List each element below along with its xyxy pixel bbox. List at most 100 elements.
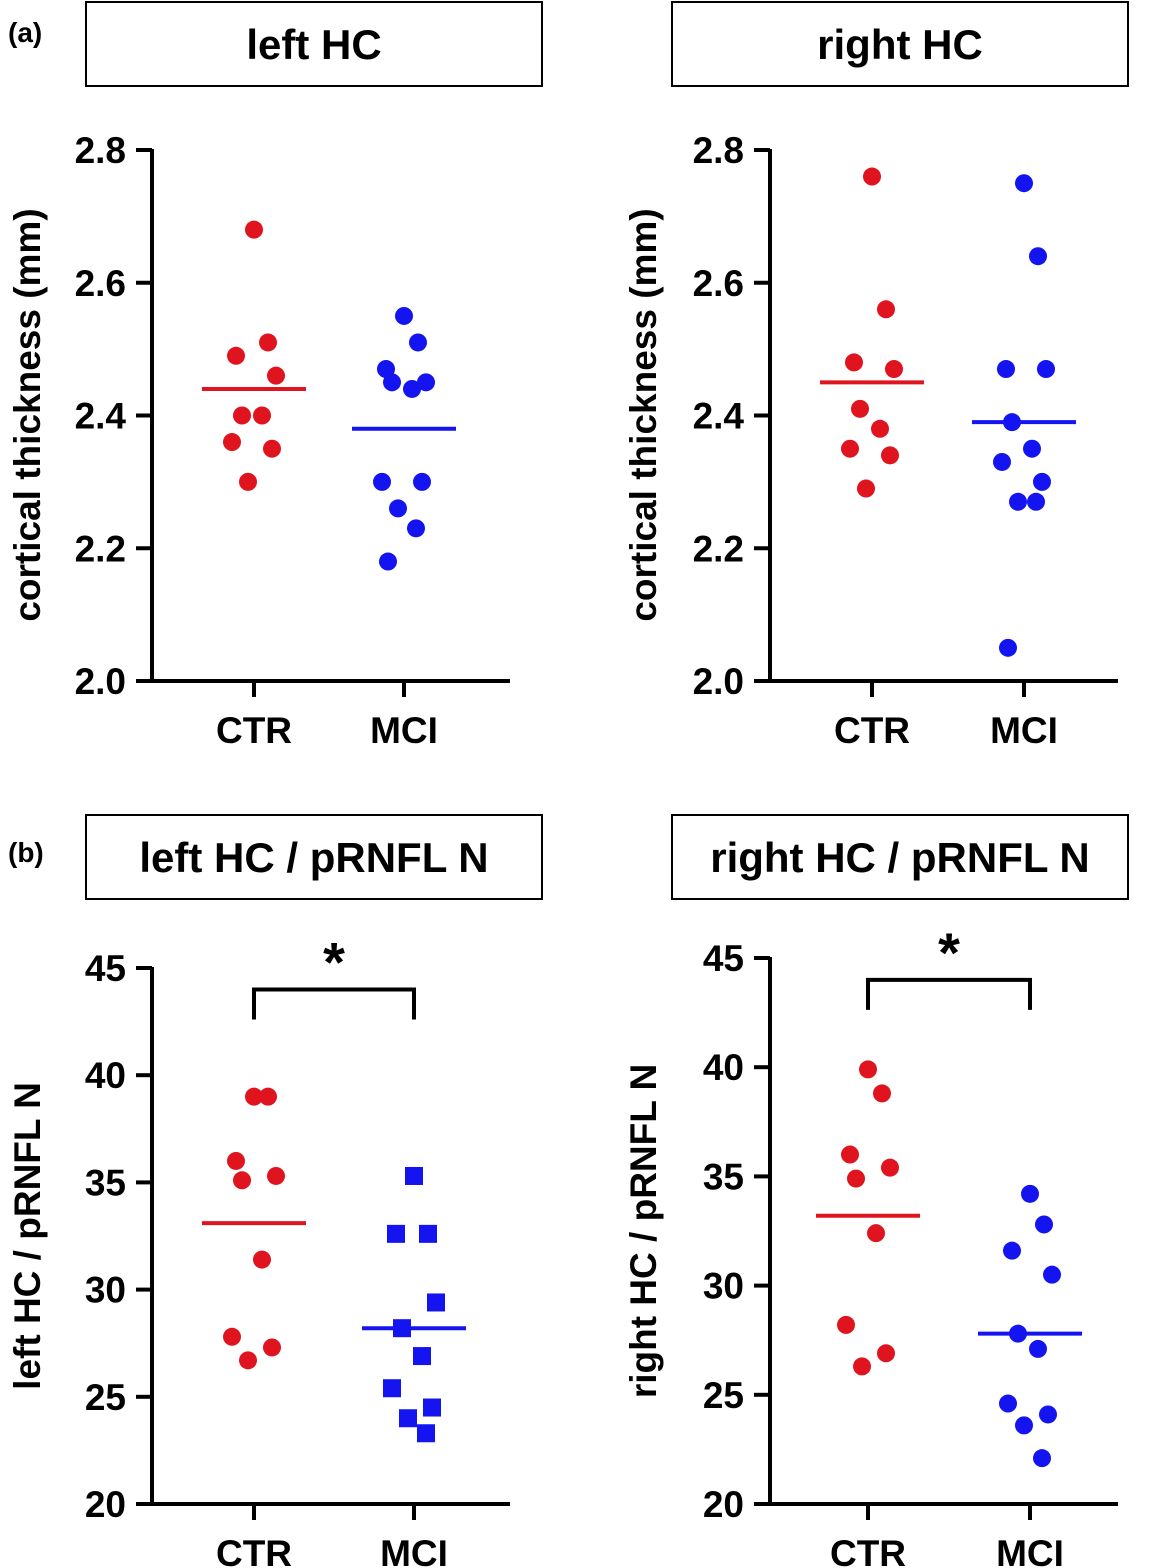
data-point-mci — [403, 379, 421, 398]
data-point-ctr — [263, 1338, 281, 1357]
data-point-mci — [407, 519, 425, 538]
x-tick-label: MCI — [370, 710, 438, 751]
data-point-ctr — [259, 1087, 277, 1106]
data-point-ctr — [877, 1344, 895, 1363]
y-tick-label: 25 — [85, 1377, 126, 1418]
data-point-mci — [993, 452, 1011, 471]
significance-bracket — [866, 977, 1032, 1010]
data-point-ctr — [881, 1158, 899, 1177]
data-point-ctr — [841, 1145, 859, 1164]
data-point-mci — [1023, 439, 1041, 458]
panel-2: right HC 2.0 2.2 2.4 2.6 2.8 CTR MCI cortical th… — [623, 1, 1129, 751]
y-axis-label: right HC / pRNFL N — [623, 1064, 664, 1398]
y-tick-label: 2.2 — [693, 528, 744, 569]
data-point-mci — [1027, 492, 1045, 511]
data-point-ctr — [837, 1315, 855, 1334]
data-point-ctr — [853, 1357, 871, 1376]
data-point-mci — [1015, 1416, 1033, 1435]
data-point-ctr — [223, 433, 241, 452]
data-point-ctr — [245, 1087, 263, 1106]
data-point-ctr — [857, 479, 875, 498]
y-tick-label: 2.4 — [693, 396, 745, 437]
data-point-ctr — [871, 419, 889, 438]
data-point-ctr — [239, 472, 257, 491]
panel-letter: (b) — [8, 837, 44, 868]
data-point-ctr — [859, 1060, 877, 1079]
data-point-mci — [1033, 1449, 1051, 1468]
y-tick-label: 2.8 — [75, 130, 126, 171]
panel-1: (a) left HC 2.0 2.2 2.4 2.6 2.8 CTR MCI cortical … — [7, 1, 543, 751]
panel-letter: (a) — [8, 17, 42, 48]
data-point-mci — [999, 638, 1017, 657]
data-point-mci — [387, 1224, 405, 1243]
y-tick-label: 2.2 — [75, 528, 126, 569]
y-axis-label: cortical thickness (mm) — [623, 208, 664, 621]
data-point-ctr — [845, 353, 863, 372]
data-point-mci — [1009, 492, 1027, 511]
y-tick-label: 20 — [85, 1484, 126, 1525]
y-axis-label: left HC / pRNFL N — [7, 1082, 48, 1390]
data-point-mci — [1039, 1405, 1057, 1424]
data-point-mci — [423, 1398, 441, 1417]
y-tick-label: 2.6 — [75, 263, 126, 304]
data-point-ctr — [885, 360, 903, 379]
data-point-mci — [413, 1347, 431, 1366]
data-point-mci — [373, 472, 391, 491]
x-tick-label: CTR — [834, 710, 910, 751]
panel-3: (b) left HC / pRNFL N 20 25 30 35 40 45 CTR MCI le… — [7, 814, 543, 1568]
data-point-ctr — [233, 1171, 251, 1190]
y-tick-label: 20 — [703, 1484, 744, 1525]
y-tick-label: 2.8 — [693, 130, 744, 171]
data-point-ctr — [267, 366, 285, 385]
data-point-mci — [409, 333, 427, 352]
y-axis-label: cortical thickness (mm) — [7, 208, 48, 621]
data-point-ctr — [245, 220, 263, 239]
chart-title: left HC / pRNFL N — [139, 834, 488, 881]
y-tick-label: 30 — [85, 1270, 126, 1311]
y-tick-label: 35 — [703, 1156, 744, 1197]
data-point-mci — [1043, 1265, 1061, 1284]
data-point-ctr — [841, 439, 859, 458]
y-tick-label: 2.6 — [693, 263, 744, 304]
data-point-ctr — [259, 333, 277, 352]
data-point-ctr — [227, 1151, 245, 1170]
data-point-mci — [389, 499, 407, 518]
significance-star: * — [938, 921, 960, 984]
y-tick-label: 2.0 — [75, 661, 126, 702]
data-point-mci — [413, 472, 431, 491]
data-point-mci — [997, 360, 1015, 379]
data-point-ctr — [253, 406, 271, 425]
panel-4: right HC / pRNFL N 20 25 30 35 40 45 CTR MCI righ… — [623, 814, 1129, 1568]
data-point-mci — [399, 1409, 417, 1428]
data-point-ctr — [223, 1327, 241, 1346]
data-point-ctr — [267, 1166, 285, 1185]
chart-title: left HC — [246, 21, 381, 68]
y-tick-label: 2.0 — [693, 661, 744, 702]
title-box — [671, 814, 1129, 900]
data-point-ctr — [239, 1351, 257, 1370]
data-point-mci — [1029, 247, 1047, 266]
data-point-mci — [417, 373, 435, 392]
data-point-mci — [1021, 1184, 1039, 1203]
significance-bracket — [252, 987, 416, 1020]
data-point-mci — [1035, 1215, 1053, 1234]
y-tick-label: 35 — [85, 1162, 126, 1203]
data-point-ctr — [227, 346, 245, 365]
x-tick-label: CTR — [216, 710, 292, 751]
title-box — [85, 814, 543, 900]
y-tick-label: 40 — [703, 1047, 744, 1088]
data-point-ctr — [873, 1084, 891, 1103]
data-point-mci — [405, 1166, 423, 1185]
data-point-mci — [1037, 360, 1055, 379]
title-box — [85, 1, 543, 87]
data-point-mci — [383, 1379, 401, 1398]
data-point-mci — [427, 1293, 445, 1312]
title-box — [671, 1, 1129, 87]
data-point-mci — [395, 306, 413, 325]
x-tick-label: MCI — [996, 1533, 1064, 1568]
data-point-ctr — [867, 1224, 885, 1243]
data-point-ctr — [881, 446, 899, 465]
data-point-mci — [383, 373, 401, 392]
data-point-ctr — [263, 439, 281, 458]
